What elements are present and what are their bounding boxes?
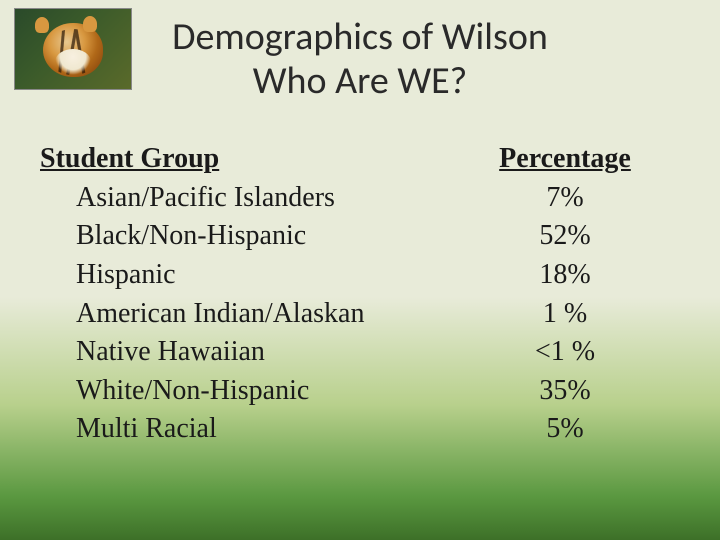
demographics-table: Student Group Asian/Pacific Islanders Bl… (40, 140, 680, 449)
table-row: 18% (450, 256, 680, 295)
table-row: Asian/Pacific Islanders (40, 179, 450, 218)
table-row: Native Hawaiian (40, 333, 450, 372)
table-row: 35% (450, 372, 680, 411)
header-student-group: Student Group (40, 140, 450, 179)
table-row: <1 % (450, 333, 680, 372)
slide: Demographics of Wilson Who Are WE? Stude… (0, 0, 720, 540)
column-student-group: Student Group Asian/Pacific Islanders Bl… (40, 140, 450, 449)
slide-title: Demographics of Wilson Who Are WE? (0, 16, 720, 103)
title-line-2: Who Are WE? (253, 58, 468, 104)
title-line-1: Demographics of Wilson (172, 14, 548, 60)
table-row: Multi Racial (40, 410, 450, 449)
table-row: Hispanic (40, 256, 450, 295)
table-row: 52% (450, 217, 680, 256)
table-row: White/Non-Hispanic (40, 372, 450, 411)
table-row: 1 % (450, 295, 680, 334)
table-row: 5% (450, 410, 680, 449)
table-row: 7% (450, 179, 680, 218)
table-row: Black/Non-Hispanic (40, 217, 450, 256)
header-percentage: Percentage (450, 140, 680, 179)
table-row: American Indian/Alaskan (40, 295, 450, 334)
column-percentage: Percentage 7% 52% 18% 1 % <1 % 35% 5% (450, 140, 680, 449)
